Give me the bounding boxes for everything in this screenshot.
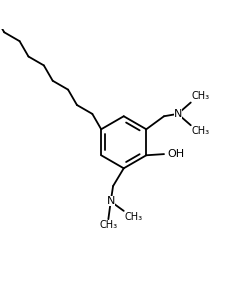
Text: N: N <box>174 109 182 119</box>
Text: N: N <box>107 196 115 206</box>
Text: CH₃: CH₃ <box>125 212 143 222</box>
Text: OH: OH <box>168 149 185 159</box>
Text: CH₃: CH₃ <box>192 91 210 101</box>
Text: CH₃: CH₃ <box>99 220 117 230</box>
Text: CH₃: CH₃ <box>192 126 210 136</box>
